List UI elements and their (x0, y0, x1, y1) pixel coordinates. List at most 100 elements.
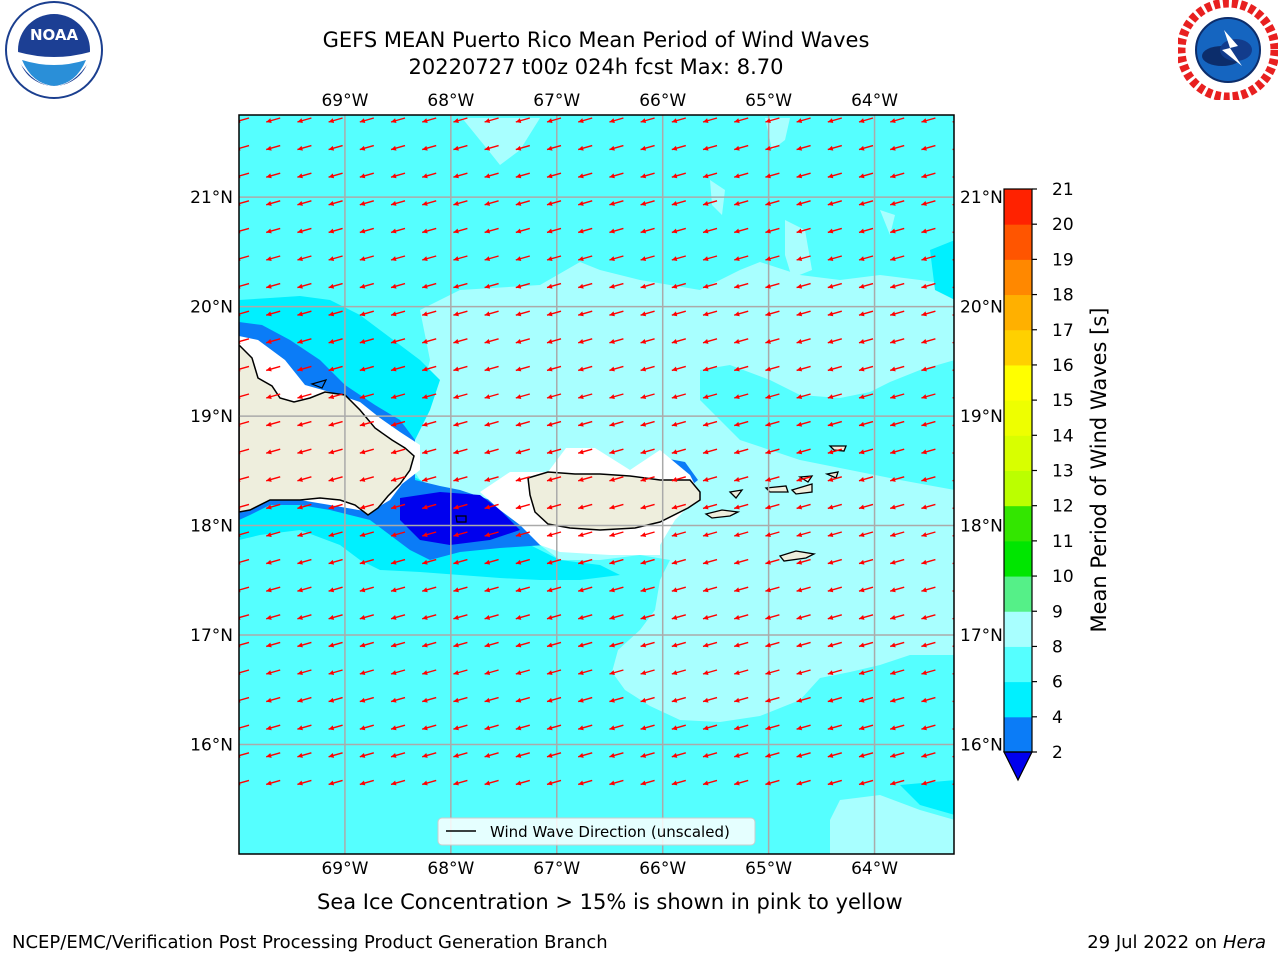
lat-tick-right-1: 17°N (960, 626, 1003, 646)
wave-arrow-439 (453, 614, 468, 620)
colorbar-tick-5: 10 (1052, 567, 1074, 587)
wave-arrow-154 (546, 282, 562, 289)
wave-arrow-6 (422, 117, 437, 124)
wave-arrow-466 (546, 641, 562, 648)
wave-arrow-481 (266, 669, 281, 676)
wave-arrow-467 (578, 641, 593, 648)
wave-arrow-277 (640, 420, 655, 427)
wave-arrow-303 (702, 448, 718, 455)
colorbar-tick-9: 14 (1052, 426, 1074, 446)
wave-arrow-398 (671, 558, 686, 565)
wave-arrow-184 (734, 310, 749, 317)
colorbar-segment-1 (1004, 681, 1032, 718)
wave-arrow-353 (765, 503, 780, 510)
wave-arrow-446 (671, 614, 686, 620)
wave-arrow-265 (266, 420, 281, 427)
wave-arrow-12 (609, 117, 624, 124)
wave-arrow-426 (796, 586, 811, 593)
wave-arrow-492 (609, 669, 624, 676)
wave-arrow-82 (546, 200, 562, 206)
lat-tick-right-0: 16°N (960, 736, 1003, 756)
mona-island (455, 515, 467, 523)
wave-arrow-414 (422, 586, 437, 593)
wave-arrow-68 (858, 172, 874, 179)
wave-arrow-420 (609, 586, 624, 593)
wave-arrow-212 (858, 338, 874, 344)
lat-tick-left-2: 18°N (190, 517, 233, 537)
wave-arrow-137 (765, 255, 780, 262)
wave-arrow-217 (266, 365, 281, 372)
wave-arrow-182 (671, 310, 686, 317)
wave-arrow-220 (359, 365, 374, 372)
wave-arrow-181 (640, 310, 655, 317)
wave-arrow-124 (359, 255, 374, 262)
wave-arrow-284 (858, 420, 874, 427)
wave-arrow-227 (578, 365, 593, 372)
wave-arrow-532 (359, 724, 374, 731)
colorbar-segment-5 (1004, 540, 1032, 577)
wave-arrow-15 (702, 117, 718, 124)
wave-arrow-122 (297, 255, 312, 262)
wave-arrow-210 (796, 338, 811, 344)
wave-arrow-300 (609, 448, 624, 455)
wave-arrow-544 (734, 724, 749, 731)
wave-arrow-462 (422, 641, 437, 648)
wave-arrow-373 (640, 531, 655, 538)
wave-arrow-26 (297, 144, 312, 151)
wave-arrow-512 (484, 696, 499, 703)
st-croix-island (778, 550, 817, 562)
wave-arrow-474 (796, 641, 811, 648)
wave-arrow-206 (671, 338, 686, 344)
lat-tick-left-0: 16°N (190, 736, 233, 756)
wave-arrow-484 (359, 669, 374, 676)
wave-arrow-63 (702, 172, 718, 179)
wave-arrow-2 (297, 117, 312, 124)
wave-arrow-98 (297, 227, 312, 234)
wave-arrow-565 (640, 752, 655, 758)
wave-arrow-5 (390, 117, 406, 124)
wave-arrow-268 (359, 420, 374, 427)
wave-arrow-142 (921, 255, 936, 262)
wave-arrow-257 (765, 393, 780, 400)
wave-arrow-57 (515, 172, 530, 179)
wave-arrow-329 (765, 476, 780, 482)
colorbar-segment-0 (1004, 716, 1032, 753)
wave-arrow-396 (609, 558, 624, 565)
wave-arrow-230 (671, 365, 686, 372)
wave-arrow-433 (266, 614, 281, 620)
wave-arrow-569 (765, 752, 780, 758)
wave-arrow-233 (765, 365, 780, 372)
wave-arrow-271 (453, 420, 468, 427)
wave-arrow-33 (515, 144, 530, 151)
wave-arrow-273 (515, 420, 530, 427)
wave-arrow-172 (359, 310, 374, 317)
wave-arrow-418 (546, 586, 562, 593)
wave-arrow-138 (796, 255, 811, 262)
wave-arrow-132 (609, 255, 624, 262)
wave-arrow-234 (796, 365, 811, 372)
wave-arrow-39 (702, 144, 718, 151)
wave-arrow-350 (671, 503, 686, 510)
wave-arrow-86 (671, 200, 686, 206)
wave-arrow-58 (546, 172, 562, 179)
colorbar-tick-16: 21 (1052, 180, 1074, 200)
wave-arrow-445 (640, 614, 655, 620)
wave-arrow-282 (796, 420, 811, 427)
wave-arrow-198 (422, 338, 437, 344)
wave-arrow-387 (328, 558, 343, 565)
wave-arrow-338 (297, 503, 312, 510)
wave-arrow-347 (578, 503, 593, 510)
wave-arrow-249 (515, 393, 530, 400)
wave-arrow-76 (359, 200, 374, 206)
colorbar-tick-7: 12 (1052, 497, 1074, 517)
wave-arrow-328 (734, 476, 749, 482)
wave-arrow-204 (609, 338, 624, 344)
wave-arrow-453 (890, 614, 905, 620)
wave-arrow-202 (546, 338, 562, 344)
wave-arrow-310 (921, 448, 936, 455)
wave-arrow-496 (734, 669, 749, 676)
wave-arrow-323 (578, 476, 593, 482)
wave-arrow-556 (359, 752, 374, 758)
wave-arrow-189 (890, 310, 905, 317)
